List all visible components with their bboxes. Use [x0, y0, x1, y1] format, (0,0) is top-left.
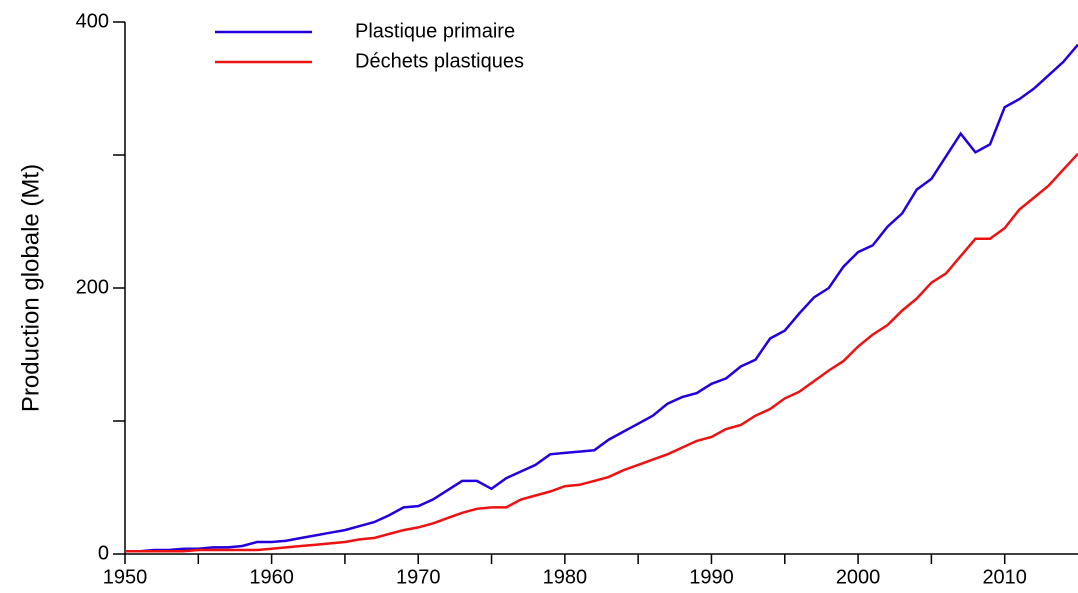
y-axis-label: Production globale (Mt) — [17, 164, 44, 412]
x-tick-label: 2010 — [982, 566, 1027, 588]
y-tick-label: 400 — [76, 10, 109, 32]
x-tick-label: 1960 — [249, 566, 294, 588]
x-tick-label: 1950 — [103, 566, 148, 588]
x-tick-label: 1970 — [396, 566, 441, 588]
y-tick-label: 0 — [98, 542, 109, 564]
x-tick-label: 2000 — [836, 566, 881, 588]
data-line — [125, 152, 1078, 553]
y-tick-label: 200 — [76, 276, 109, 298]
legend-label: Plastique primaire — [355, 20, 515, 42]
data-line — [125, 43, 1078, 553]
x-tick-label: 1990 — [689, 566, 734, 588]
legend-label: Déchets plastiques — [355, 50, 524, 72]
x-tick-label: 1980 — [543, 566, 588, 588]
